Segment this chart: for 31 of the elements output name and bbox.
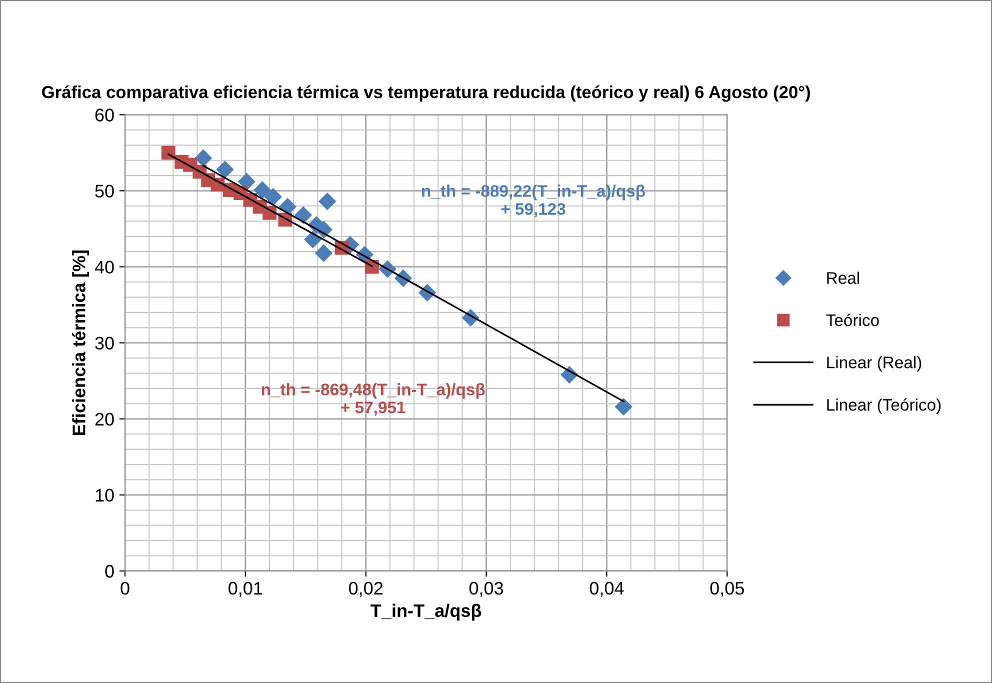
legend-label: Teórico	[826, 314, 879, 326]
y-axis-title: Eficiencia térmica [%]	[72, 250, 89, 435]
legend-label: Real	[827, 272, 860, 284]
annotation: n_th = -869,48(T_in-T_a)/qsβ + 57,951	[262, 383, 485, 416]
point	[238, 172, 256, 190]
y-tick-label: 50	[95, 184, 114, 198]
point	[614, 398, 632, 416]
x-tick-label: 0,05	[710, 582, 744, 597]
y-tick-label: 40	[94, 260, 114, 274]
legend-label: Linear (Teórico)	[827, 398, 941, 414]
x-axis-title: T_in-T_a/qsβ	[370, 604, 482, 621]
x-tick-label: 0,02	[348, 582, 383, 597]
point	[314, 244, 333, 262]
point	[318, 192, 336, 210]
y-tick-label: 0	[105, 564, 114, 578]
x-tick-label: 0,01	[228, 582, 262, 597]
y-tick-label: 20	[95, 412, 114, 426]
x-tick-label: 0	[120, 582, 130, 595]
point	[294, 206, 312, 224]
chart-title: Gráfica comparativa eficiencia térmica vs temperatura reducida (teórico y real) 6 Agosto (20°)	[42, 85, 810, 102]
x-tick-label: 0,03	[469, 582, 504, 597]
point	[194, 149, 212, 167]
point	[216, 160, 234, 178]
x-tick-label: 0,04	[590, 582, 624, 597]
legend-label: Linear (Real)	[827, 356, 922, 372]
y-tick-label: 30	[95, 336, 114, 350]
point	[264, 188, 282, 206]
y-tick-label: 60	[95, 108, 114, 122]
point	[253, 181, 272, 199]
y-tick-label: 10	[96, 488, 114, 502]
annotation: n_th = -889,22(T_in-T_a)/qsβ + 59,123	[422, 184, 645, 218]
